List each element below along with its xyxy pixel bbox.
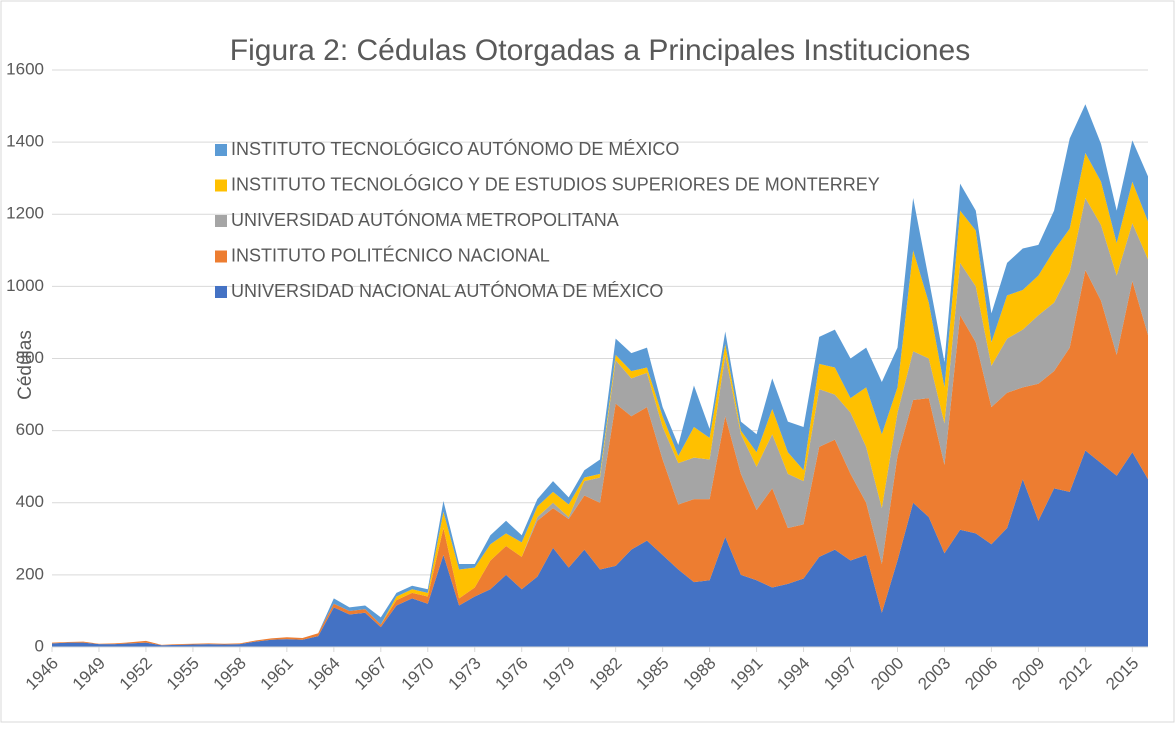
legend-swatch [215, 286, 227, 298]
legend-swatch [215, 179, 227, 192]
y-tick-label: 400 [16, 492, 44, 511]
y-tick-label: 600 [16, 420, 44, 439]
y-tick-label: 1400 [6, 132, 44, 151]
y-axis-label: Cédulas [15, 330, 36, 400]
area [52, 450, 1148, 647]
y-tick-label: 800 [16, 348, 44, 367]
legend-label: UNIVERSIDAD NACIONAL AUTÓNOMA DE MÉXICO [231, 280, 663, 301]
y-tick-label: 0 [35, 636, 44, 655]
legend-swatch [215, 250, 227, 263]
legend-label: INSTITUTO POLITÉCNICO NACIONAL [231, 245, 550, 265]
legend-swatch [215, 144, 227, 156]
area [52, 270, 1148, 646]
area [52, 198, 1148, 645]
legend-label: UNIVERSIDAD AUTÓNOMA METROPOLITANA [231, 209, 619, 230]
y-tick-label: 1600 [6, 59, 44, 78]
y-tick-label: 200 [16, 564, 44, 583]
legend-swatch [215, 215, 227, 227]
legend-label: INSTITUTO TECNOLÓGICO AUTÓNOMO DE MÉXICO [231, 138, 679, 159]
y-tick-label: 1200 [6, 204, 44, 223]
y-tick-label: 1000 [6, 276, 44, 295]
chart-title: Figura 2: Cédulas Otorgadas a Principale… [230, 34, 970, 67]
legend-label: INSTITUTO TECNOLÓGICO Y DE ESTUDIOS SUPE… [231, 173, 880, 194]
